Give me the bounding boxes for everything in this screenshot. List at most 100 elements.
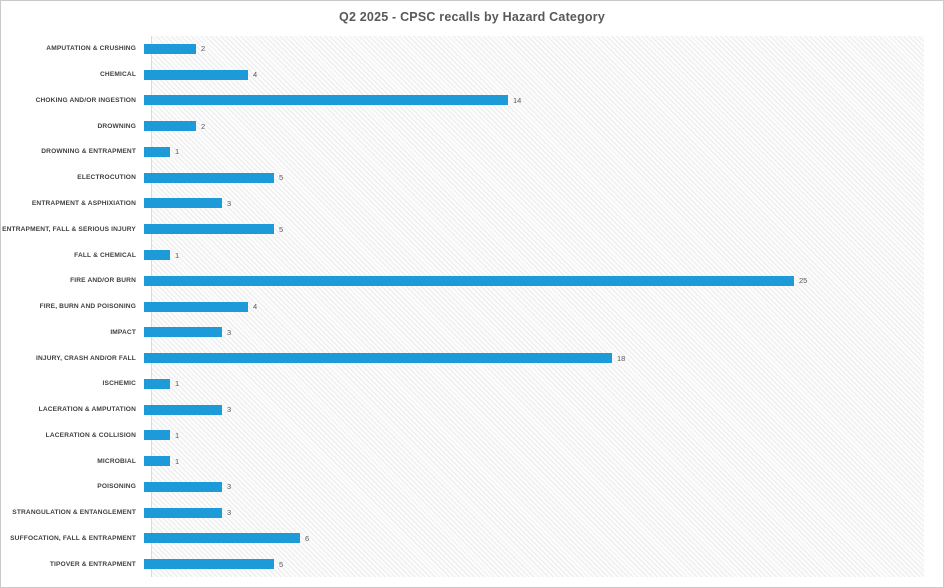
bar xyxy=(144,507,222,518)
value-label: 3 xyxy=(227,482,232,492)
bar-track: 1 xyxy=(144,242,943,268)
value-label: 3 xyxy=(227,198,232,208)
bar-track: 14 xyxy=(144,88,943,114)
bar-row: CHOKING AND/OR INGESTION 14 xyxy=(1,88,943,114)
bar xyxy=(144,481,222,492)
bar-track: 3 xyxy=(144,500,943,526)
bar-track: 1 xyxy=(144,422,943,448)
bar-row: ENTRAPMENT, FALL & SERIOUS INJURY 5 xyxy=(1,216,943,242)
bar xyxy=(144,43,196,54)
bar xyxy=(144,430,170,441)
category-label: FIRE AND/OR BURN xyxy=(70,277,136,285)
category-label: TIPOVER & ENTRAPMENT xyxy=(49,560,136,568)
bar-row: FIRE AND/OR BURN 25 xyxy=(1,268,943,294)
bar xyxy=(144,69,248,80)
category-label: MICROBIAL xyxy=(97,457,136,465)
category-label: FALL & CHEMICAL xyxy=(74,251,136,259)
bar-row: TIPOVER & ENTRAPMENT 5 xyxy=(1,551,943,577)
bar xyxy=(144,121,196,132)
bar-row: LACERATION & AMPUTATION 3 xyxy=(1,397,943,423)
category-label: IMPACT xyxy=(110,328,136,336)
value-label: 1 xyxy=(175,430,180,440)
value-label: 5 xyxy=(279,173,284,183)
bar-track: 3 xyxy=(144,191,943,217)
bar xyxy=(144,172,274,183)
category-label: INJURY, CRASH AND/OR FALL xyxy=(36,354,136,362)
bar-track: 3 xyxy=(144,474,943,500)
category-label: ENTRAPMENT & ASPHIXIATION xyxy=(31,199,136,207)
category-label: AMPUTATION & CRUSHING xyxy=(46,45,136,53)
bar xyxy=(144,559,274,570)
category-label: DROWNING xyxy=(97,122,136,130)
category-label: ELECTROCUTION xyxy=(77,174,136,182)
bar-track: 3 xyxy=(144,319,943,345)
bar xyxy=(144,224,274,235)
value-label: 4 xyxy=(253,70,258,80)
bar-track: 18 xyxy=(144,345,943,371)
bar-track: 25 xyxy=(144,268,943,294)
value-label: 6 xyxy=(305,533,310,543)
value-label: 3 xyxy=(227,327,232,337)
bar-row: ENTRAPMENT & ASPHIXIATION 3 xyxy=(1,191,943,217)
value-label: 14 xyxy=(513,95,522,105)
bar-track: 2 xyxy=(144,36,943,62)
category-label: DROWNING & ENTRAPMENT xyxy=(41,148,136,156)
bar-row: DROWNING & ENTRAPMENT 1 xyxy=(1,139,943,165)
bar-rows-container: AMPUTATION & CRUSHING 2 CHEMICAL 4 CHOKI… xyxy=(1,36,943,577)
category-label: SUFFOCATION, FALL & ENTRAPMENT xyxy=(10,534,136,542)
bar-row: LACERATION & COLLISION 1 xyxy=(1,422,943,448)
bar-track: 4 xyxy=(144,62,943,88)
bar xyxy=(144,327,222,338)
category-label: CHEMICAL xyxy=(100,71,136,79)
value-label: 2 xyxy=(201,44,206,54)
bar-track: 1 xyxy=(144,139,943,165)
bar-row: INJURY, CRASH AND/OR FALL 18 xyxy=(1,345,943,371)
bar xyxy=(144,533,300,544)
category-label: FIRE, BURN AND POISONING xyxy=(39,303,136,311)
value-label: 4 xyxy=(253,302,258,312)
bar-row: POISONING 3 xyxy=(1,474,943,500)
bar-row: AMPUTATION & CRUSHING 2 xyxy=(1,36,943,62)
bar xyxy=(144,301,248,312)
value-label: 1 xyxy=(175,379,180,389)
bar-track: 2 xyxy=(144,113,943,139)
bar-track: 5 xyxy=(144,216,943,242)
bar-row: IMPACT 3 xyxy=(1,319,943,345)
category-label: ENTRAPMENT, FALL & SERIOUS INJURY xyxy=(2,225,136,233)
bar-row: FIRE, BURN AND POISONING 4 xyxy=(1,294,943,320)
bar-row: DROWNING 2 xyxy=(1,113,943,139)
bar-row: FALL & CHEMICAL 1 xyxy=(1,242,943,268)
bar-track: 6 xyxy=(144,526,943,552)
value-label: 1 xyxy=(175,250,180,260)
category-label: LACERATION & AMPUTATION xyxy=(38,406,136,414)
category-label: LACERATION & COLLISION xyxy=(45,431,136,439)
value-label: 3 xyxy=(227,405,232,415)
bar-track: 5 xyxy=(144,551,943,577)
value-label: 25 xyxy=(799,276,808,286)
value-label: 1 xyxy=(175,456,180,466)
value-label: 5 xyxy=(279,224,284,234)
value-label: 18 xyxy=(617,353,626,363)
category-label: STRANGULATION & ENTANGLEMENT xyxy=(12,509,136,517)
value-label: 2 xyxy=(201,121,206,131)
category-label: POISONING xyxy=(97,483,136,491)
bar xyxy=(144,378,170,389)
bar xyxy=(144,353,612,364)
bar xyxy=(144,95,508,106)
category-label: ISCHEMIC xyxy=(102,380,136,388)
bar-track: 3 xyxy=(144,397,943,423)
bar xyxy=(144,456,170,467)
bar-row: STRANGULATION & ENTANGLEMENT 3 xyxy=(1,500,943,526)
bar xyxy=(144,250,170,260)
chart-title: Q2 2025 - CPSC recalls by Hazard Categor… xyxy=(339,10,605,24)
value-label: 1 xyxy=(175,147,180,157)
bar-row: MICROBIAL 1 xyxy=(1,448,943,474)
value-label: 5 xyxy=(279,559,284,569)
bar-track: 1 xyxy=(144,448,943,474)
plot-area xyxy=(151,36,924,577)
bar-track: 5 xyxy=(144,165,943,191)
bar xyxy=(144,275,794,286)
bar-track: 1 xyxy=(144,371,943,397)
bar-row: CHEMICAL 4 xyxy=(1,62,943,88)
